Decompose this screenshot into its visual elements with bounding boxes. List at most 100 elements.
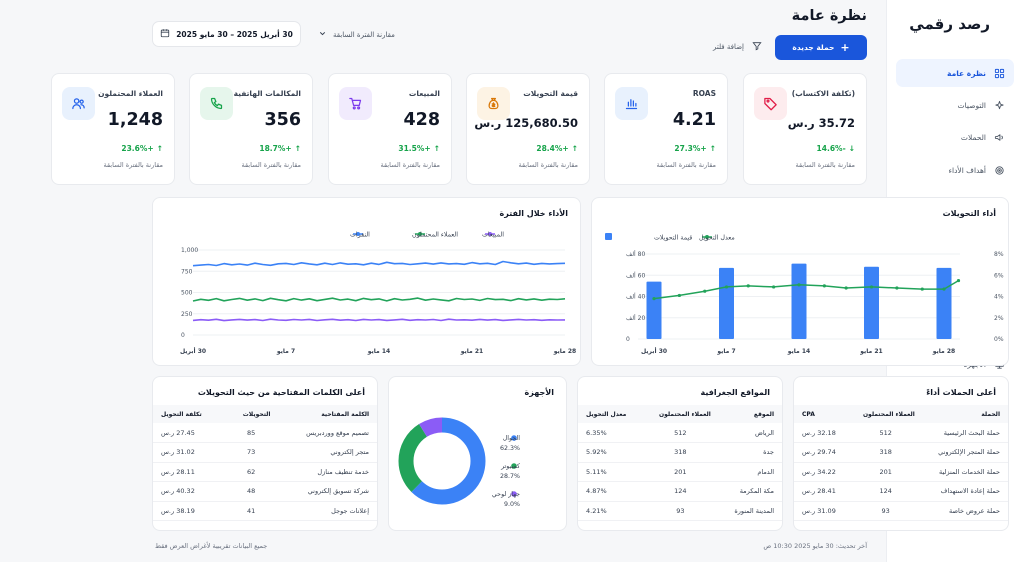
add-filter-button[interactable]: إضافة فلتر (713, 41, 762, 53)
legend-dot-2 (488, 232, 492, 236)
table-cell: 5.11% (578, 462, 642, 482)
kpi-card-4[interactable]: المكالمات الهاتفية 356 ↑ +18.7% مقارنة بالفت… (189, 73, 313, 185)
table-cell: 201 (641, 462, 719, 482)
table-header-row: الموقع العملاء المحتملون معدل التحويل (578, 405, 782, 423)
top-campaigns-title: أعلى الحملات أداءً (926, 388, 996, 397)
compare-dropdown[interactable]: مقارنة الفترة السابقة (318, 29, 395, 40)
table-cell: 4.87% (578, 481, 642, 502)
rate-point-2 (703, 289, 707, 293)
top-campaigns-card: أعلى الحملات أداءً الحملة العملاء المحتمل… (793, 376, 1009, 531)
column-header[interactable]: الكلمة المفتاحية (278, 405, 377, 423)
kpi-card-5[interactable]: العملاء المحتملون 1,248 ↑ +23.6% مقارنة بالف… (51, 73, 175, 185)
target-icon (994, 165, 1005, 176)
date-range-text: 30 أبريل 2025 – 30 مايو 2025 (176, 29, 293, 39)
kpi-value: 125,680.50 ر.س (474, 116, 578, 130)
table-row[interactable]: جدة 318 5.92% (578, 442, 782, 463)
table-cell: 31.09 ر.س (794, 501, 849, 521)
kpi-change: ↑ +28.4% (536, 144, 578, 153)
devices-card: الأجهزة الجوال 62.3% كمبيوتر 28.7% جهاز لوحي… (388, 376, 567, 531)
table-row[interactable]: متجر إلكتروني 73 31.02 ر.س (153, 442, 377, 463)
arrow-up-icon: ↑ (156, 144, 163, 153)
column-header[interactable]: CPA (794, 405, 849, 423)
table-row[interactable]: شركة تسويق إلكتروني 48 40.32 ر.س (153, 481, 377, 502)
kpi-card-1[interactable]: ROAS 4.21 ↑ +27.3% مقارنة بالفترة السابقة (604, 73, 728, 185)
table-row[interactable]: مكة المكرمة 124 4.87% (578, 481, 782, 502)
rate-point-6 (797, 283, 801, 287)
tag-icon (754, 87, 787, 120)
new-campaign-button[interactable]: + حملة جديدة (775, 35, 867, 60)
kpi-change: ↑ +27.3% (674, 144, 716, 153)
table-row[interactable]: حملة عروض خاصة 93 31.09 ر.س (794, 501, 1008, 521)
column-header[interactable]: التحويلات (223, 405, 279, 423)
table-cell: متجر إلكتروني (278, 442, 377, 463)
y-tick-label-left: 60 ألف (626, 271, 645, 279)
bar-1 (719, 267, 734, 339)
column-header[interactable]: العملاء المحتملون (641, 405, 719, 423)
legend-pct-2: 9.0% (504, 501, 520, 508)
table-cell: 40.32 ر.س (153, 481, 224, 502)
kpi-change-value: -14.6% (816, 144, 846, 153)
rate-point-3 (724, 285, 729, 289)
table-row[interactable]: حملة إعادة الاستهداف 124 28.41 ر.س (794, 481, 1008, 502)
date-range-picker[interactable]: 30 أبريل 2025 – 30 مايو 2025 (152, 21, 301, 47)
table-row[interactable]: حملة البحث الرئيسية 512 32.18 ر.س (794, 423, 1008, 443)
arrow-up-icon: ↑ (294, 144, 301, 153)
column-header[interactable]: الموقع (718, 405, 782, 423)
table-row[interactable]: الرياض 512 6.35% (578, 423, 782, 443)
table-cell: حملة إعادة الاستهداف (922, 481, 1008, 502)
kpi-card-2[interactable]: قيمة التحويلات 125,680.50 ر.س ↑ +28.4% مقارن… (466, 73, 590, 185)
kpi-change-value: +18.7% (259, 144, 292, 153)
y-tick-label: 750 (181, 268, 193, 275)
kpi-label: المبيعات (408, 89, 440, 98)
table-row[interactable]: إعلانات جوجل 41 38.19 ر.س (153, 501, 377, 521)
sidebar-item-2[interactable]: الحملات (896, 124, 1014, 152)
table-row[interactable]: الدمام 201 5.11% (578, 462, 782, 482)
x-tick-label: 21 مايو (460, 348, 483, 355)
geo-card: المواقع الجغرافية الموقع العملاء المحتملو… (577, 376, 783, 531)
brand-logo[interactable]: رصد رقمي (909, 15, 990, 33)
kpi-card-3[interactable]: المبيعات 428 ↑ +31.5% مقارنة بالفترة السابقة (328, 73, 452, 185)
arrow-up-icon: ↑ (433, 144, 440, 153)
table-row[interactable]: حملة المتجر الإلكتروني 318 29.74 ر.س (794, 442, 1008, 463)
arrow-up-icon: ↑ (571, 144, 578, 153)
sidebar-item-1[interactable]: التوصيات (896, 91, 1014, 119)
rate-point-7 (822, 284, 826, 288)
kpi-change: ↑ +18.7% (259, 144, 301, 153)
x-tick-label: 30 أبريل (641, 347, 667, 355)
conversion-chart-card: أداء التحويلات معدل التحويل قيمة التحويلا… (591, 197, 1009, 366)
table-row[interactable]: خدمة تنظيف منازل 62 28.11 ر.س (153, 462, 377, 482)
sparkle-icon (994, 100, 1005, 111)
filter-icon (752, 41, 762, 53)
column-header[interactable]: العملاء المحتملون (848, 405, 923, 423)
table-cell: 512 (848, 423, 923, 443)
table-row[interactable]: تصميم موقع ووردبريس 85 27.45 ر.س (153, 423, 377, 443)
kpi-change-value: +23.6% (121, 144, 154, 153)
kpi-change-value: +31.5% (398, 144, 431, 153)
kpi-card-0[interactable]: (تكلفة الاكتساب) 35.72 ر.س ↓ -14.6% مقارنة ب… (743, 73, 867, 185)
footer-note: جميع البيانات تقريبية لأغراض العرض فقط (155, 542, 268, 550)
table-row[interactable]: المدينة المنورة 93 4.21% (578, 501, 782, 521)
table-cell: 73 (223, 442, 279, 463)
table-cell: جدة (718, 442, 782, 463)
table-row[interactable]: حملة الخدمات المنزلية 201 34.22 ر.س (794, 462, 1008, 482)
bar-4 (936, 267, 952, 339)
legend-swatch-value (605, 233, 612, 240)
table-cell: 62 (223, 462, 279, 482)
sidebar-item-3[interactable]: أهداف الأداء (896, 156, 1014, 184)
x-tick-label: 14 مايو (367, 348, 390, 355)
table-cell: 318 (848, 442, 923, 463)
sidebar-item-0[interactable]: نظرة عامة (896, 59, 1014, 87)
kpi-value: 428 (403, 110, 440, 130)
performance-chart: النقرات العملاء المحتملون المبيعات 0 250 500 7… (180, 232, 576, 356)
phone-icon (200, 87, 233, 120)
kpi-comparison-note: مقارنة بالفترة السابقة (656, 161, 716, 169)
column-header[interactable]: معدل التحويل (578, 405, 642, 423)
rate-point-10 (895, 286, 899, 290)
column-header[interactable]: تكلفة التحويل (153, 405, 224, 423)
geo-table: الموقع العملاء المحتملون معدل التحويل الريا… (578, 405, 782, 521)
x-tick-label: 28 مايو (932, 348, 955, 355)
table-cell: مكة المكرمة (718, 481, 782, 502)
legend-label-value: قيمة التحويلات (654, 235, 692, 242)
column-header[interactable]: الحملة (922, 405, 1008, 423)
table-cell: 93 (641, 501, 719, 521)
